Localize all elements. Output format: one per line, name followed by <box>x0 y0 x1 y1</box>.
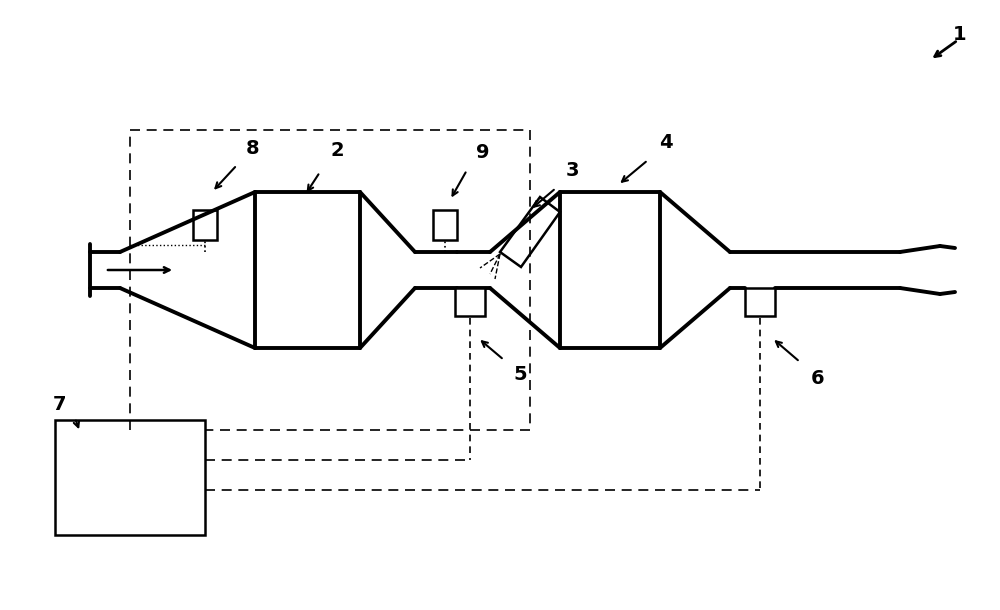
Bar <box>193 210 217 240</box>
Text: 9: 9 <box>476 143 490 162</box>
Text: 5: 5 <box>513 365 527 384</box>
Bar <box>560 192 660 348</box>
Text: 3: 3 <box>565 160 579 179</box>
Polygon shape <box>500 197 560 267</box>
Text: 6: 6 <box>811 368 825 387</box>
Bar <box>455 288 485 316</box>
Text: 2: 2 <box>330 140 344 159</box>
Text: 7: 7 <box>53 395 67 415</box>
Bar <box>745 288 775 316</box>
Text: 4: 4 <box>659 132 673 151</box>
Bar <box>433 210 457 240</box>
Text: 1: 1 <box>953 26 967 45</box>
Bar <box>55 420 205 535</box>
Bar <box>255 192 360 348</box>
Text: 8: 8 <box>246 138 260 157</box>
